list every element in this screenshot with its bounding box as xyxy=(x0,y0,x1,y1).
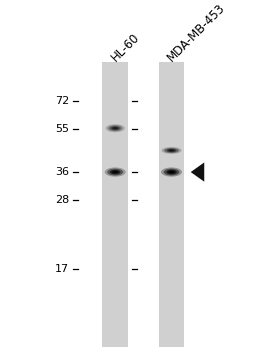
Text: 36: 36 xyxy=(55,167,69,177)
Text: 17: 17 xyxy=(55,264,69,274)
Ellipse shape xyxy=(168,150,175,151)
Bar xyxy=(159,62,184,346)
Ellipse shape xyxy=(162,147,182,154)
Ellipse shape xyxy=(112,171,118,173)
Ellipse shape xyxy=(167,149,177,152)
Text: 55: 55 xyxy=(55,124,69,134)
Ellipse shape xyxy=(110,126,120,130)
Text: HL-60: HL-60 xyxy=(109,30,142,64)
Ellipse shape xyxy=(110,170,121,174)
Ellipse shape xyxy=(166,170,177,174)
Ellipse shape xyxy=(106,124,125,132)
Ellipse shape xyxy=(105,168,126,177)
Polygon shape xyxy=(191,163,204,182)
Text: MDA-MB-453: MDA-MB-453 xyxy=(165,1,228,64)
Bar xyxy=(102,62,128,346)
Ellipse shape xyxy=(108,125,122,131)
Text: 72: 72 xyxy=(55,96,69,106)
Ellipse shape xyxy=(107,169,123,176)
Text: 28: 28 xyxy=(55,195,69,205)
Ellipse shape xyxy=(164,148,179,153)
Ellipse shape xyxy=(164,169,179,176)
Ellipse shape xyxy=(168,171,175,173)
Ellipse shape xyxy=(161,168,182,177)
Ellipse shape xyxy=(112,127,118,130)
